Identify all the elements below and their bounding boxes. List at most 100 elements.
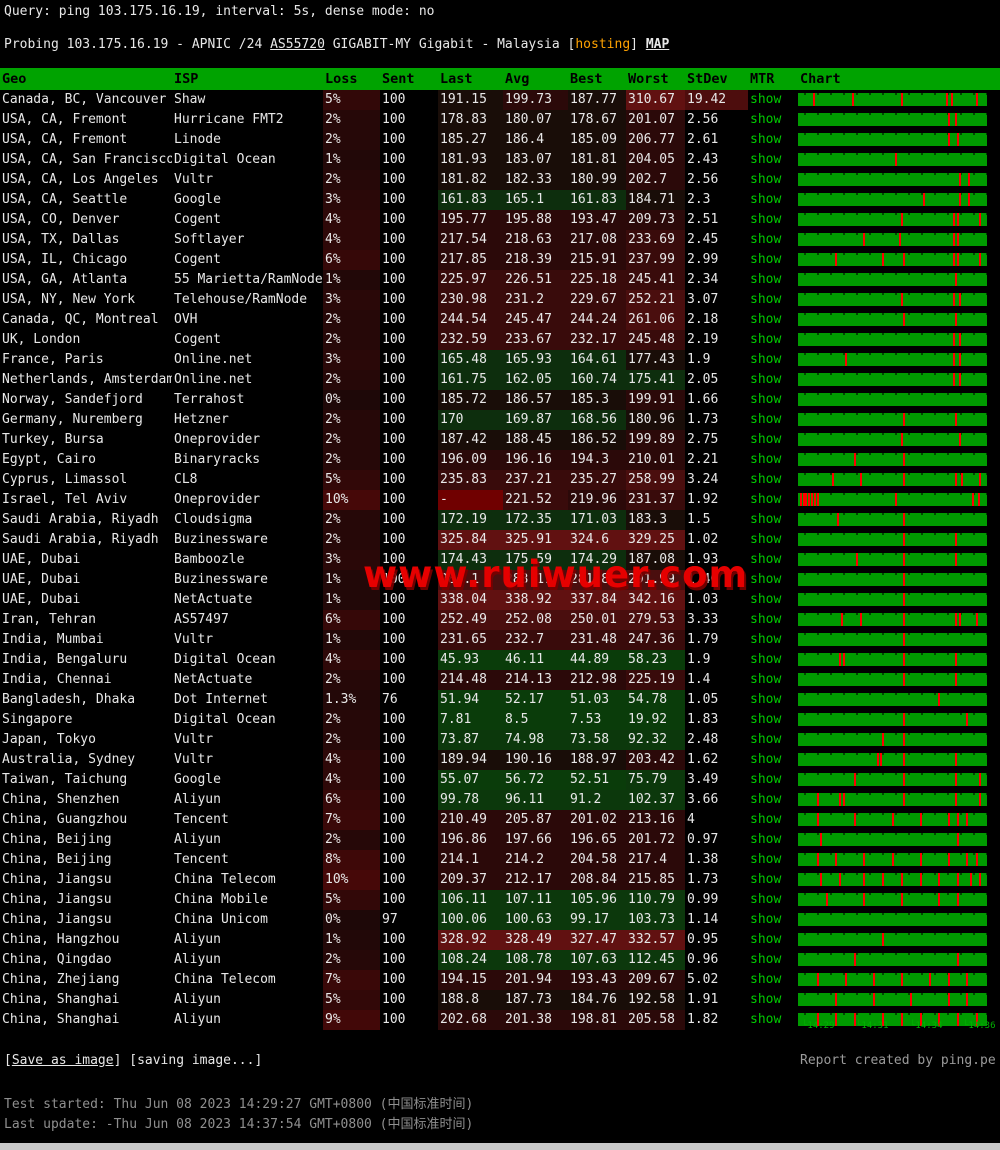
loss-cell: 3% bbox=[323, 190, 380, 210]
table-row: China, Shanghai Aliyun 5% 100 188.8 187.73 184… bbox=[0, 990, 1000, 1010]
map-link[interactable]: MAP bbox=[645, 37, 670, 52]
table-header-row: Geo ISP Loss Sent Last Avg Best Worst StDev MTR Ch… bbox=[0, 68, 1000, 90]
mtr-show-link[interactable]: show bbox=[750, 392, 782, 407]
mtr-cell: show bbox=[748, 210, 798, 230]
mtr-show-link[interactable]: show bbox=[750, 292, 782, 307]
mtr-show-link[interactable]: show bbox=[750, 92, 782, 107]
mtr-show-link[interactable]: show bbox=[750, 492, 782, 507]
mtr-show-link[interactable]: show bbox=[750, 272, 782, 287]
mtr-show-link[interactable]: show bbox=[750, 952, 782, 967]
sent-cell: 100 bbox=[382, 252, 406, 267]
best-cell: 186.52 bbox=[568, 430, 626, 450]
mtr-show-link[interactable]: show bbox=[750, 712, 782, 727]
mtr-show-link[interactable]: show bbox=[750, 312, 782, 327]
isp-cell: Oneprovider bbox=[174, 492, 261, 507]
mtr-show-link[interactable]: show bbox=[750, 892, 782, 907]
mtr-show-link[interactable]: show bbox=[750, 812, 782, 827]
loss-cell: 5% bbox=[323, 990, 380, 1010]
mtr-show-link[interactable]: show bbox=[750, 452, 782, 467]
mtr-show-link[interactable]: show bbox=[750, 672, 782, 687]
table-row: Saudi Arabia, Riyadh Cloudsigma 2% 100 172.1… bbox=[0, 510, 1000, 530]
latency-texture bbox=[798, 473, 987, 475]
mtr-show-link[interactable]: show bbox=[750, 872, 782, 887]
mtr-show-link[interactable]: show bbox=[750, 732, 782, 747]
mtr-show-link[interactable]: show bbox=[750, 172, 782, 187]
geo-cell: UAE, Dubai bbox=[2, 552, 81, 567]
mtr-show-link[interactable]: show bbox=[750, 232, 782, 247]
stdev-cell: 3.33 bbox=[687, 612, 719, 627]
mtr-cell: show bbox=[748, 430, 798, 450]
latency-texture bbox=[798, 533, 987, 535]
query-line: Query: ping 103.175.16.19, interval: 5s,… bbox=[4, 4, 435, 19]
table-row: USA, CA, Los Angeles Vultr 2% 100 181.82 182.… bbox=[0, 170, 1000, 190]
ping-history-bar bbox=[798, 733, 987, 746]
latency-texture bbox=[798, 213, 987, 215]
geo-cell: China, Guangzhou bbox=[2, 812, 128, 827]
avg-cell: 252.08 bbox=[503, 610, 568, 630]
mtr-show-link[interactable]: show bbox=[750, 352, 782, 367]
mtr-show-link[interactable]: show bbox=[750, 432, 782, 447]
sent-cell: 100 bbox=[382, 852, 406, 867]
mtr-show-link[interactable]: show bbox=[750, 592, 782, 607]
geo-cell: USA, CA, Seattle bbox=[2, 192, 128, 207]
mtr-show-link[interactable]: show bbox=[750, 412, 782, 427]
chart-cell bbox=[798, 990, 990, 1010]
mtr-show-link[interactable]: show bbox=[750, 772, 782, 787]
packet-loss-spike bbox=[903, 553, 905, 566]
packet-loss-spike bbox=[839, 873, 841, 886]
loss-cell: 2% bbox=[323, 130, 380, 150]
mtr-show-link[interactable]: show bbox=[750, 932, 782, 947]
latency-texture bbox=[798, 973, 987, 975]
asn-link[interactable]: AS55720 bbox=[270, 37, 325, 52]
mtr-show-link[interactable]: show bbox=[750, 692, 782, 707]
mtr-show-link[interactable]: show bbox=[750, 552, 782, 567]
mtr-show-link[interactable]: show bbox=[750, 112, 782, 127]
stdev-cell: 1.62 bbox=[687, 752, 719, 767]
mtr-show-link[interactable]: show bbox=[750, 852, 782, 867]
mtr-show-link[interactable]: show bbox=[750, 792, 782, 807]
mtr-show-link[interactable]: show bbox=[750, 652, 782, 667]
geo-cell: USA, IL, Chicago bbox=[2, 252, 128, 267]
mtr-show-link[interactable]: show bbox=[750, 612, 782, 627]
mtr-cell: show bbox=[748, 1010, 798, 1030]
packet-loss-spike bbox=[903, 413, 905, 426]
mtr-show-link[interactable]: show bbox=[750, 252, 782, 267]
mtr-show-link[interactable]: show bbox=[750, 632, 782, 647]
mtr-show-link[interactable]: show bbox=[750, 912, 782, 927]
stdev-cell: 2.18 bbox=[687, 312, 719, 327]
mtr-cell: show bbox=[748, 370, 798, 390]
geo-cell: Japan, Tokyo bbox=[2, 732, 96, 747]
mtr-show-link[interactable]: show bbox=[750, 512, 782, 527]
latency-texture bbox=[798, 133, 987, 135]
mtr-show-link[interactable]: show bbox=[750, 152, 782, 167]
save-as-image-link[interactable]: Save as image bbox=[11, 1053, 114, 1068]
best-cell: 281.8 bbox=[568, 570, 626, 590]
isp-cell: Linode bbox=[174, 132, 221, 147]
mtr-show-link[interactable]: show bbox=[750, 132, 782, 147]
isp-cell: NetActuate bbox=[174, 672, 253, 687]
mtr-show-link[interactable]: show bbox=[750, 472, 782, 487]
sent-cell: 100 bbox=[382, 592, 406, 607]
mtr-show-link[interactable]: show bbox=[750, 752, 782, 767]
mtr-show-link[interactable]: show bbox=[750, 372, 782, 387]
table-row: UAE, Dubai NetActuate 1% 100 338.04 338.92 337… bbox=[0, 590, 1000, 610]
mtr-show-link[interactable]: show bbox=[750, 972, 782, 987]
mtr-show-link[interactable]: show bbox=[750, 572, 782, 587]
bottom-scroll-strip bbox=[0, 1143, 1000, 1150]
avg-cell: 169.87 bbox=[503, 410, 568, 430]
last-cell: 100.06 bbox=[438, 910, 503, 930]
mtr-show-link[interactable]: show bbox=[750, 1012, 782, 1027]
sent-cell: 100 bbox=[382, 712, 406, 727]
mtr-show-link[interactable]: show bbox=[750, 332, 782, 347]
avg-cell: 56.72 bbox=[503, 770, 568, 790]
packet-loss-spike bbox=[903, 633, 905, 646]
mtr-show-link[interactable]: show bbox=[750, 192, 782, 207]
packet-loss-spike bbox=[817, 1013, 819, 1026]
mtr-show-link[interactable]: show bbox=[750, 992, 782, 1007]
geo-cell: USA, CA, Los Angeles bbox=[2, 172, 159, 187]
mtr-show-link[interactable]: show bbox=[750, 212, 782, 227]
mtr-show-link[interactable]: show bbox=[750, 532, 782, 547]
mtr-show-link[interactable]: show bbox=[750, 832, 782, 847]
sent-cell: 100 bbox=[382, 352, 406, 367]
packet-loss-spike bbox=[805, 493, 807, 506]
